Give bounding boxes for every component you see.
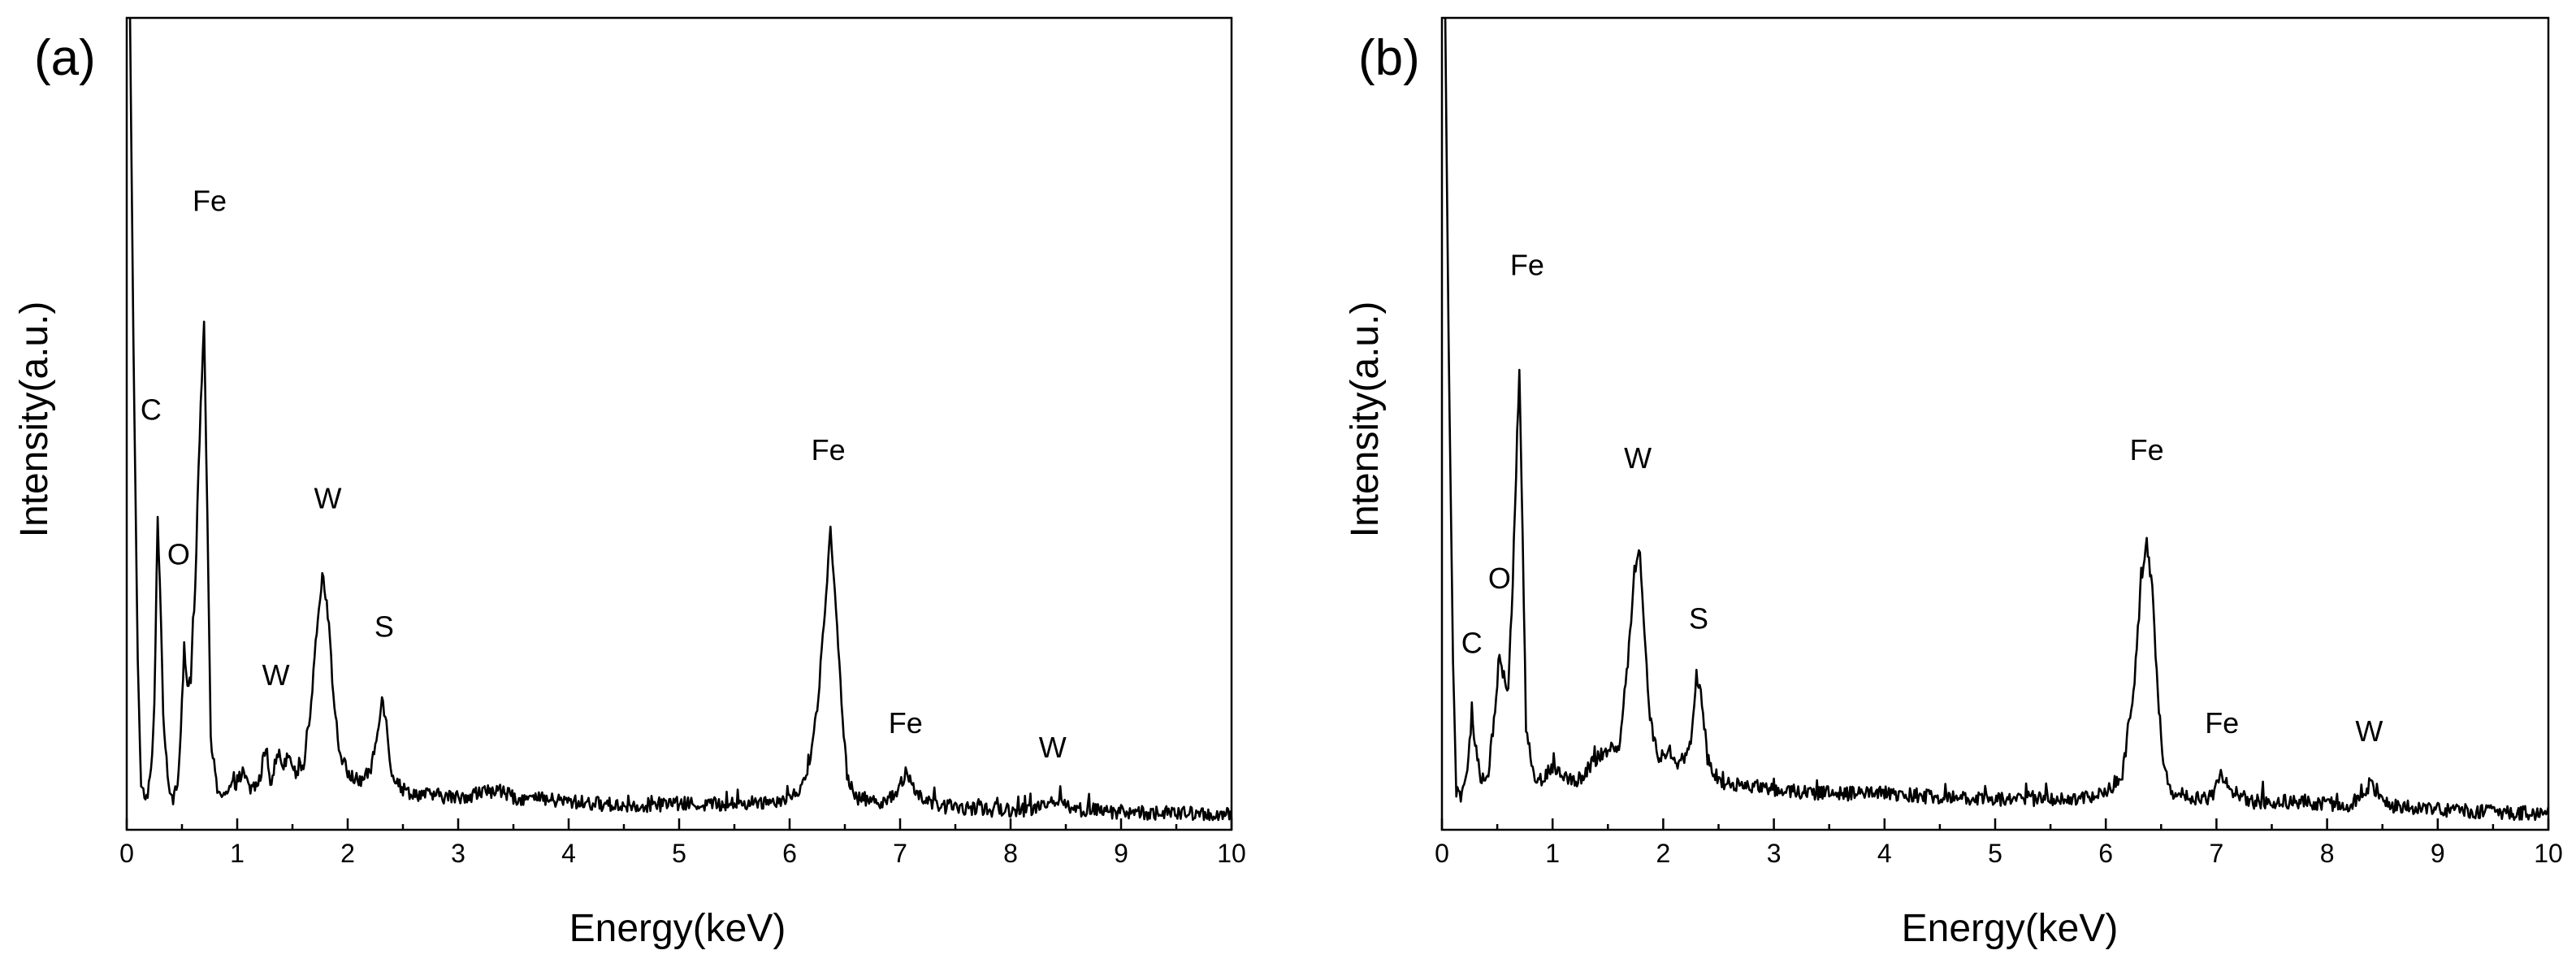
panel-a-peak-labels: C O Fe W W S Fe Fe W xyxy=(141,184,1067,764)
peak-label-c: C xyxy=(141,393,162,427)
peak-label-fe: Fe xyxy=(2205,706,2239,740)
panel-b-x-ticks: 0 1 2 3 4 5 6 7 8 9 10 xyxy=(1435,818,2563,868)
peak-label-fe: Fe xyxy=(2130,433,2164,466)
peak-label-w: W xyxy=(1039,731,1067,764)
peak-label-w: W xyxy=(314,481,342,514)
peak-label-fe: Fe xyxy=(889,706,923,740)
panel-b-x-axis-title: Energy(keV) xyxy=(1902,907,2119,950)
peak-label-o: O xyxy=(167,538,190,571)
x-tick-label: 7 xyxy=(2210,839,2224,868)
panel-a-spectrum-line xyxy=(128,17,1233,822)
x-tick-label: 5 xyxy=(672,839,686,868)
x-tick-label: 7 xyxy=(893,839,907,868)
x-tick-label: 2 xyxy=(1656,839,1671,868)
panel-b-spectrum-line xyxy=(1444,17,2550,822)
peak-label-w: W xyxy=(1624,441,1652,475)
panel-b-plot-frame xyxy=(1440,16,2550,831)
x-tick-label: 5 xyxy=(1988,839,2002,868)
x-tick-label: 0 xyxy=(1435,839,1449,868)
x-tick-label: 8 xyxy=(2320,839,2335,868)
peak-label-s: S xyxy=(374,610,394,644)
x-tick-label: 10 xyxy=(1217,839,1246,868)
x-tick-label: 6 xyxy=(782,839,797,868)
panel-a-x-axis-title: Energy(keV) xyxy=(569,907,786,950)
x-tick-label: 0 xyxy=(119,839,134,868)
peak-label-s: S xyxy=(1689,602,1708,636)
panel-b-y-axis-title: Intensity(a.u.) xyxy=(1344,302,1387,538)
panel-b-peak-labels: CO Fe W S Fe Fe W xyxy=(1461,248,2383,748)
x-tick-label: 3 xyxy=(451,839,465,868)
peak-label-c: C xyxy=(1461,626,1483,659)
x-tick-label: 2 xyxy=(340,839,355,868)
panel-a-label: (a) xyxy=(34,30,96,86)
panel-a: (a) Intensity(a.u.) Energy(keV) 0 1 2 3 4 5 6 7… xyxy=(13,16,1246,950)
peak-label-w: W xyxy=(2355,714,2383,748)
x-tick-label: 1 xyxy=(230,839,245,868)
peak-label-fe: Fe xyxy=(193,184,227,217)
peak-label-w: W xyxy=(262,658,290,692)
panel-a-plot-frame xyxy=(125,16,1233,831)
panel-a-y-axis-title: Intensity(a.u.) xyxy=(13,302,56,538)
peak-label-fe: Fe xyxy=(1510,248,1544,281)
x-tick-label: 8 xyxy=(1003,839,1018,868)
x-tick-label: 6 xyxy=(2098,839,2113,868)
peak-label-o: O xyxy=(1488,562,1511,595)
peak-label-fe: Fe xyxy=(812,433,846,466)
x-tick-label: 9 xyxy=(2431,839,2445,868)
x-tick-label: 3 xyxy=(1767,839,1782,868)
panel-b: (b) Intensity(a.u.) Energy(keV) 0 1 2 3 4 5 6 7… xyxy=(1344,16,2563,950)
x-tick-label: 10 xyxy=(2534,839,2563,868)
x-tick-label: 4 xyxy=(561,839,576,868)
panel-a-x-ticks: 0 1 2 3 4 5 6 7 8 9 10 xyxy=(119,818,1246,868)
x-tick-label: 1 xyxy=(1545,839,1560,868)
x-tick-label: 9 xyxy=(1114,839,1128,868)
x-tick-label: 4 xyxy=(1877,839,1892,868)
panel-b-label: (b) xyxy=(1358,30,1420,86)
